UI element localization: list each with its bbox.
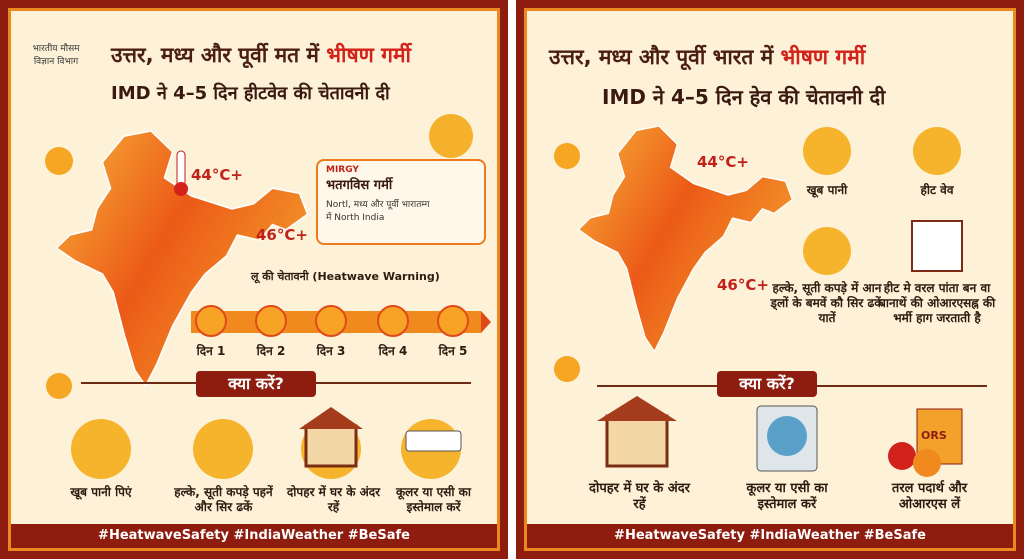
right-inner: उत्तर, मध्य और पूर्वी भारत में भीषण गर्म… <box>524 8 1016 551</box>
left-panel: भारतीय मौसम विज्ञान विभाग उत्तर, मध्य और… <box>0 0 508 559</box>
tip: कूलर या एसी का इस्तेमाल करें <box>746 481 828 513</box>
title-highlight: भीषण गर्मी <box>326 43 411 67</box>
title-highlight: भीषण गर्मी <box>780 45 866 69</box>
item: हीट वेव <box>920 183 954 197</box>
day: दिन 2 <box>256 344 286 358</box>
title: उत्तर, मध्य और पूर्वी भारत में भीषण गर्म… <box>549 43 865 71</box>
section-banner: क्या करें? <box>196 371 316 397</box>
subtitle: IMD ने 4–5 दिन हीटवेव की चेतावनी दी <box>111 83 390 104</box>
tip: तरल पदार्थ और ओआरएस लें <box>891 481 968 513</box>
temp: 46°C+ <box>717 276 769 294</box>
left-art <box>45 114 491 479</box>
ors-label: ORS <box>921 429 947 442</box>
item: हल्के, सूती कपड़े में आन ड्लों के बमवें … <box>770 281 884 325</box>
tip: कूलर या एसी का इस्तेमाल करें <box>395 485 472 514</box>
alert-heading: भतगविस गर्मी <box>326 178 393 193</box>
right-panel: उत्तर, मध्य और पूर्वी भारत में भीषण गर्म… <box>516 0 1024 559</box>
subtitle: IMD ने 4–5 दिन हेव की चेतावनी दी <box>602 85 886 109</box>
title-main: उत्तर, मध्य और पूर्वी भारत में <box>549 45 774 69</box>
day: दिन 1 <box>196 344 226 358</box>
logo-text: भारतीय मौसम विज्ञान विभाग <box>32 44 80 67</box>
temp: 46°C+ <box>256 226 308 244</box>
tip: खूब पानी पिएं <box>70 485 132 499</box>
title: उत्तर, मध्य और पूर्वी मत में भीषण गर्मी <box>111 41 411 69</box>
alert-tag: MIRGY <box>326 165 359 175</box>
temp: 44°C+ <box>697 153 749 171</box>
hashtags: #HeatwaveSafety #IndiaWeather #BeSafe <box>11 524 497 548</box>
item: खूब पानी <box>806 183 848 197</box>
day: दिन 4 <box>378 344 408 358</box>
right-art <box>554 125 987 477</box>
day: दिन 3 <box>316 344 346 358</box>
tip: दोपहर में घर के अंदर रहें <box>286 485 381 514</box>
title-main: उत्तर, मध्य और पूर्वी मत में <box>111 43 319 67</box>
warning: लू की चेतावनी (Heatwave Warning) <box>251 270 440 283</box>
day: दिन 5 <box>438 344 468 358</box>
hashtags: #HeatwaveSafety #IndiaWeather #BeSafe <box>527 524 1013 548</box>
left-inner: भारतीय मौसम विज्ञान विभाग उत्तर, मध्य और… <box>8 8 500 551</box>
item: हीट मे वरल पांता बन वा घानाथें की ओआरएसह… <box>878 281 996 325</box>
section-banner: क्या करें? <box>717 371 817 397</box>
tip: दोपहर में घर के अंदर रहें <box>589 481 690 513</box>
alert-box: MIRGY भतगविस गर्मी Nortl, मध्य और पूर्वी… <box>316 159 486 245</box>
temp: 44°C+ <box>191 166 243 184</box>
alert-body: Nortl, मध्य और पूर्वी भारातम्ग में North… <box>326 200 430 223</box>
tip: हल्के, सूती कपड़े पहनें और सिर ढकें <box>174 485 273 514</box>
